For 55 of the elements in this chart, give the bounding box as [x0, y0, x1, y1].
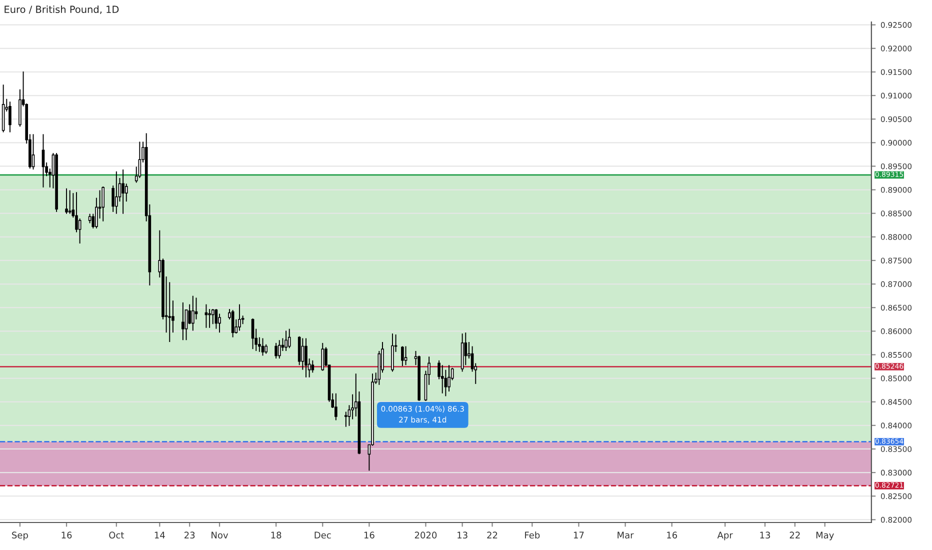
- x-tick-label: 23: [184, 532, 195, 539]
- candlestick: [404, 346, 408, 366]
- candlestick: [191, 295, 194, 332]
- candlestick: [182, 302, 184, 341]
- candlestick: [274, 342, 278, 359]
- candlestick: [211, 308, 214, 325]
- candlestick: [88, 213, 92, 224]
- x-tick-label: Apr: [717, 532, 733, 540]
- candlestick: [68, 190, 72, 214]
- x-tick-label: 16: [667, 532, 678, 539]
- x-tick-label: Mar: [618, 532, 634, 539]
- candlestick: [138, 141, 142, 178]
- candlestick: [218, 313, 221, 334]
- candlestick: [278, 340, 281, 359]
- x-tick-label: Oct: [109, 532, 124, 539]
- candlestick: [102, 186, 105, 222]
- x-tick-label: 17: [574, 532, 584, 538]
- candlestick: [122, 169, 124, 214]
- x-tick-label: Sep: [12, 532, 28, 540]
- candlestick: [208, 308, 211, 328]
- candlestick: [311, 360, 314, 374]
- candlestick: [78, 218, 82, 244]
- x-tick-label: Dec: [314, 532, 331, 539]
- chart-title: Euro / British Pound, 1D: [4, 6, 119, 14]
- candlestick: [344, 411, 348, 428]
- candlestick: [261, 338, 264, 356]
- candlestick: [8, 101, 12, 133]
- candlestick: [464, 332, 468, 366]
- candlestick: [304, 338, 308, 378]
- candlestick: [321, 342, 324, 372]
- x-tick-label: 13: [458, 532, 468, 539]
- x-tick-label: 14: [154, 532, 165, 538]
- candlestick: [288, 328, 291, 349]
- candlestick: [214, 308, 218, 330]
- x-tick-label: 18: [271, 532, 282, 539]
- candlestick: [238, 304, 241, 332]
- x-tick-label: 16: [364, 532, 374, 539]
- candlestick: [334, 392, 338, 421]
- candlestick: [284, 330, 288, 352]
- candlestick: [124, 183, 128, 202]
- candlestick: [264, 344, 268, 354]
- x-tick-label: 16: [62, 532, 72, 539]
- candlestick: [188, 304, 191, 325]
- x-tick-label: May: [816, 532, 834, 540]
- x-tick-label: Nov: [212, 532, 228, 539]
- candlestick: [401, 346, 404, 367]
- candlestick: [114, 170, 118, 214]
- candlestick: [440, 364, 444, 394]
- x-tick-label: 13: [760, 532, 770, 539]
- x-tick-label: 22: [487, 532, 498, 538]
- candlestick: [65, 188, 68, 214]
- x-tick-label: 22: [790, 532, 800, 538]
- candlestick: [448, 364, 450, 392]
- x-tick-label: Feb: [525, 532, 540, 539]
- x-tick-label: 2020: [414, 532, 437, 539]
